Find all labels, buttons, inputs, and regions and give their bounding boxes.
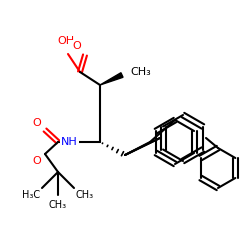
- Text: OH: OH: [58, 36, 74, 46]
- Polygon shape: [100, 73, 123, 85]
- Text: CH₃: CH₃: [49, 200, 67, 210]
- Text: H₃C: H₃C: [22, 190, 40, 200]
- Text: NH: NH: [61, 137, 78, 147]
- Text: O: O: [32, 118, 41, 128]
- Text: O: O: [72, 41, 81, 51]
- Text: CH₃: CH₃: [130, 67, 151, 77]
- Text: CH₃: CH₃: [76, 190, 94, 200]
- Text: O: O: [32, 156, 41, 166]
